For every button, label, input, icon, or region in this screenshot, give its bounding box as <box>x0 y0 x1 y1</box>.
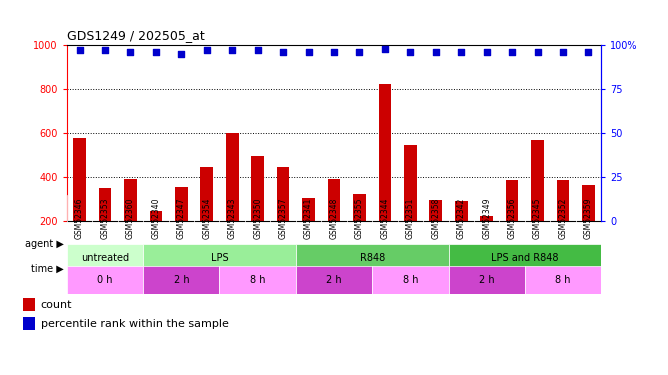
Text: 0 h: 0 h <box>98 275 113 285</box>
Point <box>532 49 543 55</box>
Text: GSM52360: GSM52360 <box>126 197 135 239</box>
Text: GSM52357: GSM52357 <box>279 197 288 239</box>
Text: R848: R848 <box>359 253 385 263</box>
Text: GSM52352: GSM52352 <box>558 197 568 239</box>
Bar <box>73 138 86 221</box>
Text: GSM52343: GSM52343 <box>228 197 236 239</box>
Point <box>278 49 289 55</box>
Bar <box>525 266 601 294</box>
Bar <box>404 145 417 221</box>
Text: GSM52351: GSM52351 <box>406 197 415 239</box>
Bar <box>175 187 188 221</box>
Bar <box>200 166 213 221</box>
Text: untreated: untreated <box>81 253 129 263</box>
Text: 2 h: 2 h <box>326 275 342 285</box>
Point <box>583 49 594 55</box>
Point <box>125 49 136 55</box>
Bar <box>327 179 341 221</box>
Text: GSM52353: GSM52353 <box>100 197 110 239</box>
Text: GSM52356: GSM52356 <box>508 197 516 239</box>
Point <box>456 49 466 55</box>
Bar <box>506 180 518 221</box>
Text: GSM52340: GSM52340 <box>152 197 160 239</box>
Point <box>329 49 339 55</box>
Point <box>202 47 212 53</box>
Text: GSM52358: GSM52358 <box>432 197 440 239</box>
Text: 2 h: 2 h <box>174 275 189 285</box>
Bar <box>226 133 238 221</box>
Point <box>558 49 568 55</box>
Bar <box>99 188 112 221</box>
Text: GSM52347: GSM52347 <box>177 197 186 239</box>
Bar <box>67 244 143 272</box>
Bar <box>372 266 448 294</box>
Text: LPS: LPS <box>210 253 228 263</box>
Text: GSM52350: GSM52350 <box>253 197 262 239</box>
Bar <box>448 266 525 294</box>
Text: GSM52354: GSM52354 <box>202 197 211 239</box>
Bar <box>455 201 468 221</box>
Bar <box>23 317 35 330</box>
Bar <box>302 198 315 221</box>
Text: GSM52348: GSM52348 <box>329 197 339 239</box>
Text: GSM52345: GSM52345 <box>533 197 542 239</box>
Text: GDS1249 / 202505_at: GDS1249 / 202505_at <box>67 30 204 42</box>
Bar <box>296 244 448 272</box>
Point <box>100 47 110 53</box>
Text: 2 h: 2 h <box>479 275 494 285</box>
Text: GSM52346: GSM52346 <box>75 197 84 239</box>
Bar <box>124 179 137 221</box>
Text: GSM52344: GSM52344 <box>380 197 389 239</box>
Bar <box>143 266 220 294</box>
Bar <box>296 266 372 294</box>
Text: GSM52349: GSM52349 <box>482 197 491 239</box>
Text: count: count <box>41 300 72 310</box>
Text: GSM52342: GSM52342 <box>457 197 466 239</box>
Point <box>482 49 492 55</box>
Point <box>74 47 85 53</box>
Text: time ▶: time ▶ <box>31 264 63 274</box>
Bar <box>143 244 296 272</box>
Bar <box>150 211 162 221</box>
Text: 8 h: 8 h <box>555 275 570 285</box>
Text: GSM52359: GSM52359 <box>584 197 593 239</box>
Text: 8 h: 8 h <box>403 275 418 285</box>
Text: GSM52341: GSM52341 <box>304 197 313 239</box>
Point <box>150 49 161 55</box>
Point <box>176 51 186 57</box>
Point <box>430 49 441 55</box>
Bar <box>251 156 264 221</box>
Text: GSM52355: GSM52355 <box>355 197 364 239</box>
Bar <box>556 180 569 221</box>
Bar <box>582 185 595 221</box>
Text: LPS and R848: LPS and R848 <box>491 253 558 263</box>
Bar <box>220 266 296 294</box>
Point <box>379 45 390 51</box>
Bar <box>353 194 366 221</box>
Bar <box>430 200 442 221</box>
Bar <box>379 84 391 221</box>
Point <box>507 49 518 55</box>
Bar <box>23 298 35 311</box>
Bar <box>531 140 544 221</box>
Point <box>405 49 415 55</box>
Bar <box>480 216 493 221</box>
Bar <box>67 266 143 294</box>
Point <box>303 49 314 55</box>
Bar <box>277 167 289 221</box>
Text: agent ▶: agent ▶ <box>25 239 63 249</box>
Point <box>227 47 238 53</box>
Point <box>253 47 263 53</box>
Point <box>354 49 365 55</box>
Bar <box>448 244 601 272</box>
Text: percentile rank within the sample: percentile rank within the sample <box>41 319 228 328</box>
Text: 8 h: 8 h <box>250 275 265 285</box>
